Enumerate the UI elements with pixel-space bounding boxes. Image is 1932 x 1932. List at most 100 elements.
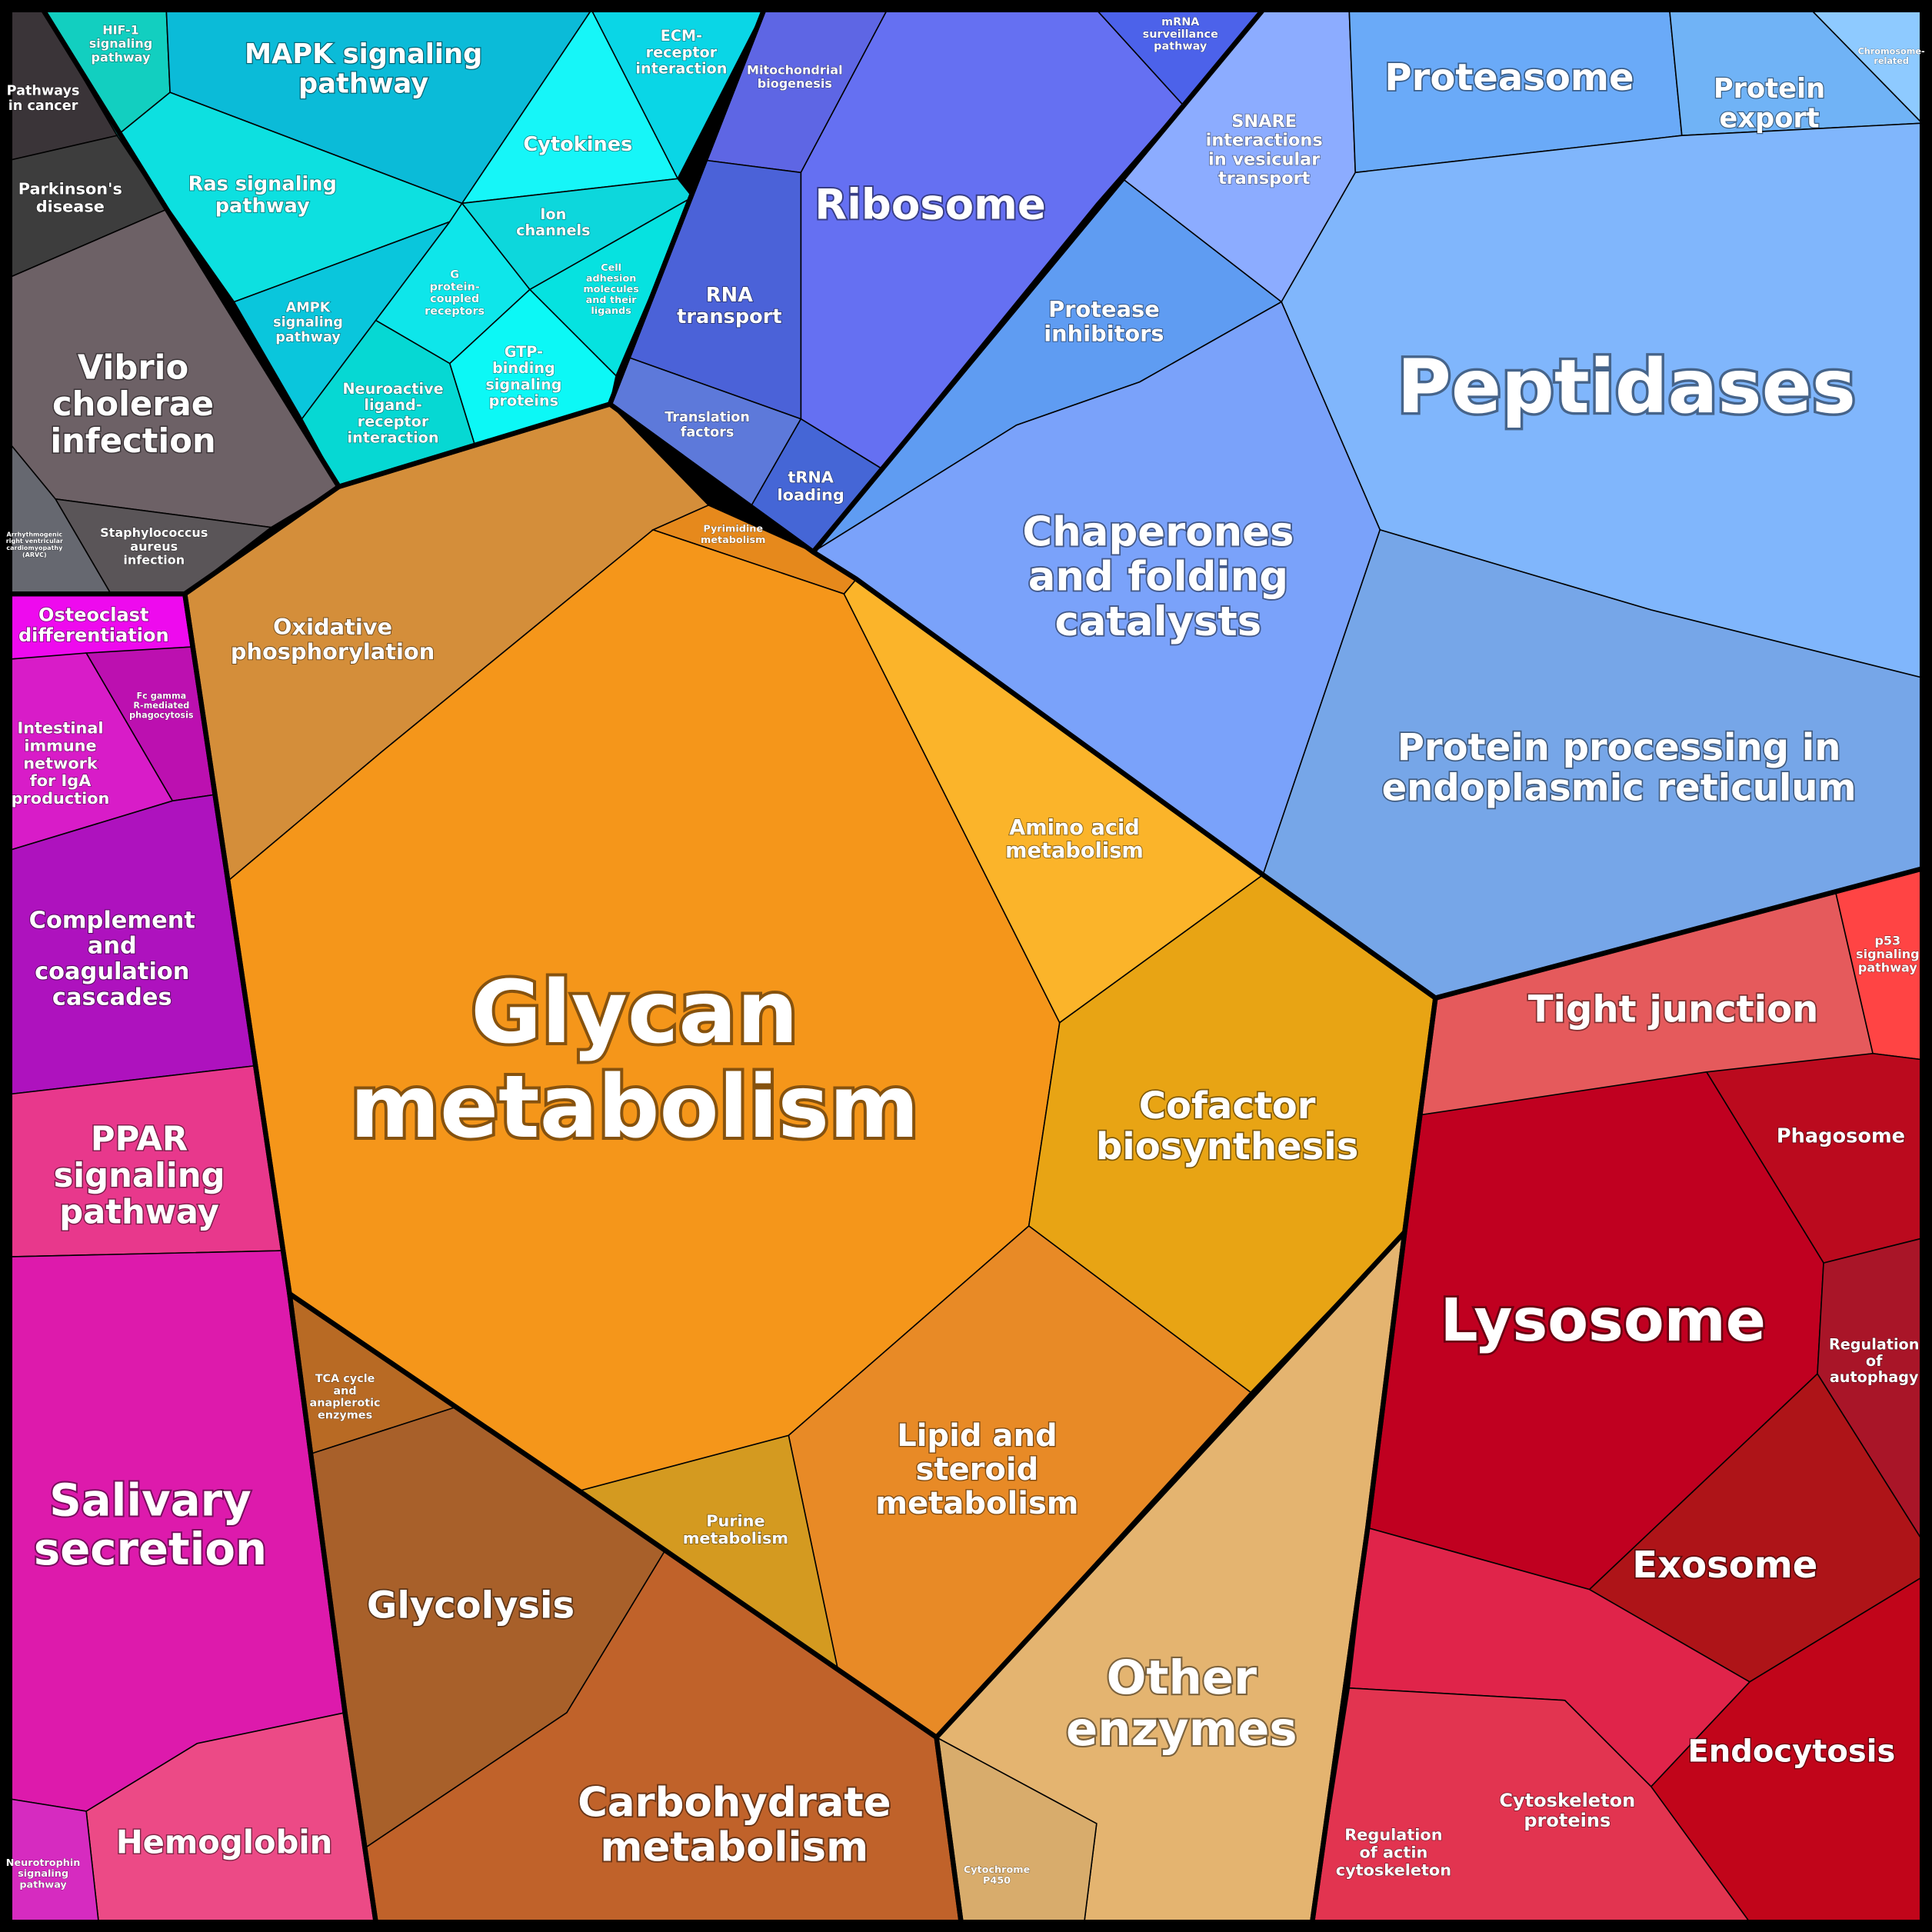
cell-label: Regulation — [1829, 1336, 1920, 1354]
cell-label: Osteoclast — [38, 605, 148, 626]
cell-label: Protein — [1714, 73, 1825, 105]
cell-label: coagulation — [35, 958, 189, 985]
cell-label: Exosome — [1632, 1544, 1817, 1587]
cell-label: infection — [50, 422, 215, 461]
cell-label: Peptidases — [1397, 344, 1856, 430]
cell-label: adhesion — [586, 273, 637, 285]
cell-label: Parkinson's — [18, 179, 122, 198]
cell-label: Ion — [540, 205, 566, 223]
cell-label: and — [88, 933, 137, 960]
cell-label: anaplerotic — [310, 1397, 381, 1410]
cell-label: Glycolysis — [367, 1584, 575, 1627]
cell-label: Purine — [706, 1511, 764, 1530]
cell-label: related — [1874, 56, 1909, 66]
cell-label: secretion — [34, 1523, 267, 1575]
cell-label: coupled — [430, 293, 479, 305]
cell-label: Hemoglobin — [116, 1823, 333, 1860]
cell-label: proteins — [1524, 1810, 1611, 1831]
cell-label: Cytokines — [523, 133, 632, 156]
cell-label: molecules — [583, 284, 639, 295]
cell-label: signaling — [54, 1157, 225, 1195]
cell-label: metabolism — [701, 535, 765, 546]
cell-label: AMPK — [286, 300, 331, 315]
cell-label: Chromosome- — [1858, 47, 1925, 57]
cell-label: receptors — [425, 305, 485, 318]
cell-label: pathway — [215, 195, 310, 218]
cell-label: ECM- — [661, 27, 702, 45]
cell-label: p53 — [1874, 933, 1900, 948]
cell-label: G — [450, 268, 459, 281]
cell-label: pathway — [1154, 41, 1208, 53]
cell-label: phagocytosis — [129, 710, 194, 720]
cell-label: metabolism — [600, 1824, 868, 1871]
cell-label: receptor — [646, 43, 718, 61]
cell-label: pathway — [19, 1879, 67, 1890]
cell-label: enzymes — [318, 1410, 372, 1422]
cell-label: Ras signaling — [188, 173, 337, 196]
cell-label: Cytoskeleton — [1499, 1790, 1635, 1811]
cell-label: Protease — [1048, 296, 1160, 322]
cell-label: biosynthesis — [1096, 1125, 1358, 1168]
cell-label: network — [23, 754, 98, 772]
cell-label: Lysosome — [1441, 1287, 1766, 1355]
cell-label: factors — [681, 425, 734, 440]
cell-label: of actin — [1359, 1843, 1427, 1861]
cell-label: signaling — [1856, 947, 1920, 961]
cell-label: enzymes — [1066, 1702, 1297, 1757]
cell-label: for IgA — [30, 771, 92, 790]
cell-label: Arrhythmogenic — [7, 531, 63, 538]
cell-label: Endocytosis — [1687, 1734, 1895, 1770]
cell-label: HIF-1 — [102, 23, 139, 38]
cell-label: channels — [516, 222, 590, 239]
cell-label: export — [1719, 103, 1819, 135]
cell-label: Intestinal — [17, 718, 103, 737]
cell-label: pathway — [92, 50, 151, 65]
cell-label: (ARVC) — [22, 551, 47, 558]
cell-label: interactions — [1206, 131, 1323, 151]
cell-label: Mitochondrial — [747, 63, 843, 78]
cell-label: TCA cycle — [315, 1373, 375, 1385]
cell-label: proteins — [489, 391, 558, 409]
cell-label: interaction — [348, 429, 439, 447]
cell-label: MAPK signaling — [245, 38, 482, 70]
cell-label: interaction — [635, 60, 727, 78]
cell-label: Other — [1107, 1651, 1257, 1705]
cell-label: production — [12, 789, 110, 808]
cell-label: of — [1866, 1352, 1883, 1370]
cell-label: loading — [778, 485, 844, 504]
cell-label: Fc gamma — [137, 691, 187, 701]
cell-label: right ventricular — [6, 538, 63, 545]
cell-label: signaling — [18, 1868, 68, 1880]
cell-label: steroid — [916, 1452, 1039, 1487]
cell-label: phosphorylation — [231, 638, 435, 665]
cell-label: Protein processing in — [1397, 726, 1841, 769]
cell-label: signaling — [273, 315, 343, 331]
cell-label: cardiomyopathy — [6, 545, 63, 551]
cell-label: immune — [24, 736, 96, 754]
cell-label: metabolism — [875, 1486, 1078, 1521]
cell-label: in vesicular — [1208, 149, 1320, 169]
cell-label: Neurotrophin — [6, 1857, 81, 1869]
cell-label: signaling — [89, 36, 153, 51]
cell-label: in cancer — [8, 98, 78, 114]
cell-label: Amino acid — [1009, 816, 1140, 840]
cell-label: Translation — [665, 410, 750, 425]
cell-label: Proteasome — [1384, 56, 1634, 99]
cell-label: P450 — [983, 1875, 1011, 1887]
cell-label: cascades — [52, 984, 172, 1011]
cell-label: differentiation — [18, 625, 169, 646]
cell-label: Staphylococcus — [100, 525, 208, 540]
cell-label: autophagy — [1830, 1368, 1919, 1386]
cell-label: inhibitors — [1044, 321, 1164, 347]
cell-label: Carbohydrate — [578, 1779, 891, 1826]
cell-label: and their — [586, 295, 638, 306]
cell-label: pathway — [298, 68, 428, 100]
cell-label: infection — [123, 552, 185, 567]
cell-label: SNARE — [1231, 112, 1297, 132]
cell-label: metabolism — [350, 1058, 919, 1158]
cell-label: Pathways — [7, 83, 80, 98]
cells — [9, 8, 1924, 1923]
cell-label: binding — [492, 359, 555, 377]
cell-label: R-mediated — [133, 701, 189, 711]
